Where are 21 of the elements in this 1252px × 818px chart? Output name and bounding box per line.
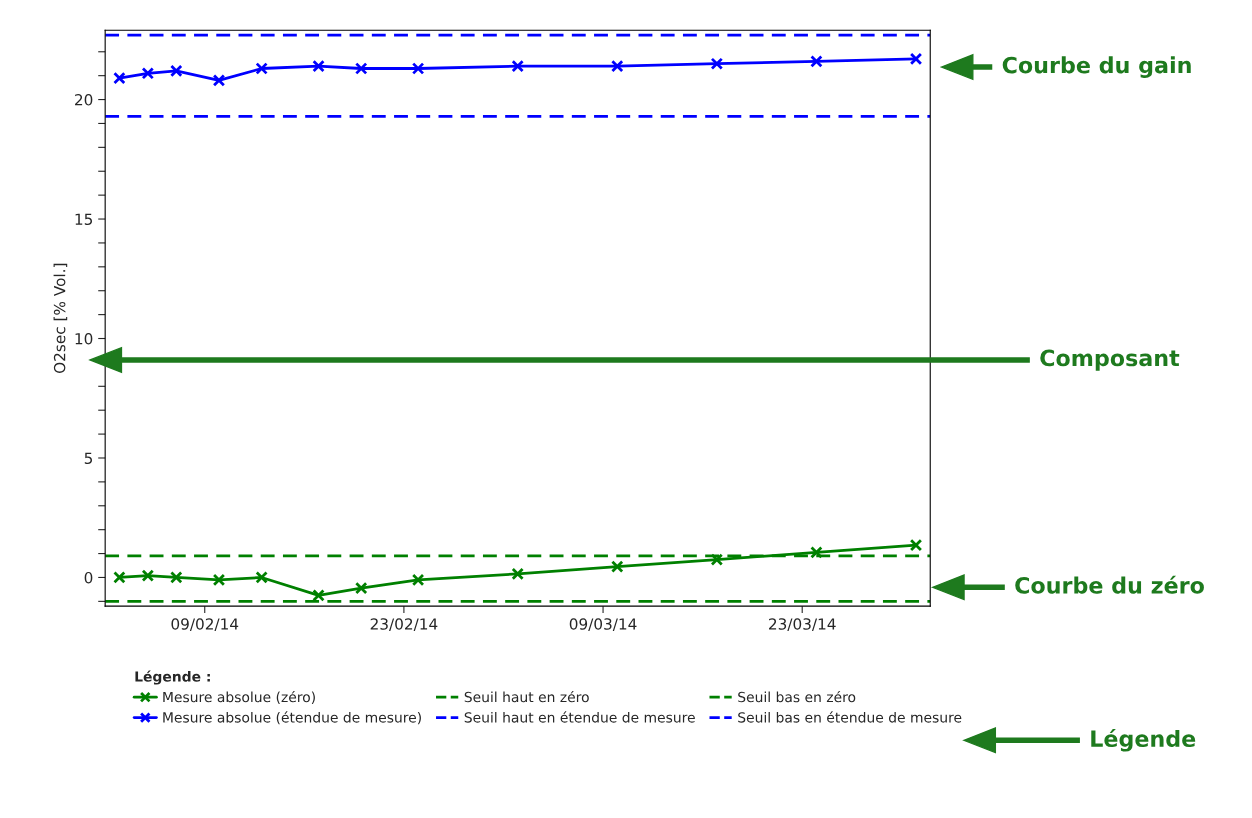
y-tick-label: 0 <box>84 571 93 584</box>
text: Courbe du gain <box>1002 56 1191 78</box>
x-tick-label: 23/03/14 <box>769 618 836 631</box>
text: Composant <box>1040 349 1180 371</box>
text: Courbe du zéro <box>1015 575 1204 594</box>
y-axis-title: O2sec [% Vol.] <box>53 263 68 374</box>
y-tick-label: 15 <box>75 213 93 226</box>
legend-label: Seuil haut en zéro <box>464 690 589 703</box>
y-tick-label: 20 <box>75 94 93 106</box>
y-tick-label: 10 <box>75 332 93 345</box>
y-tick-label: 5 <box>84 452 93 465</box>
legend-label: Mesure absolue (étendue de mesure) <box>163 711 421 725</box>
x-tick-label: 09/03/14 <box>569 618 637 631</box>
legend-title: Légende : <box>135 670 210 685</box>
legend-label: Seuil bas en zéro <box>738 690 856 703</box>
x-tick-label: 09/02/14 <box>171 618 239 631</box>
legend-label: Seuil haut en étendue de mesure <box>464 711 695 723</box>
x-tick-label: 23/02/14 <box>370 618 438 631</box>
legend-label: Mesure absolue (zéro) <box>163 690 315 704</box>
legend-label: Seuil bas en étendue de mesure <box>738 711 962 723</box>
text: Légende <box>1091 729 1196 752</box>
